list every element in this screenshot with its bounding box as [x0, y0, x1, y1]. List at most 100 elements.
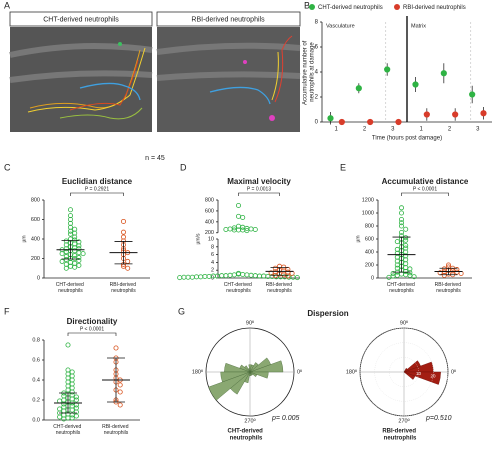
dot	[412, 81, 419, 88]
dot	[65, 383, 71, 389]
track	[274, 35, 293, 103]
radial-grid	[359, 327, 449, 417]
dot	[398, 205, 404, 211]
dot	[338, 118, 345, 126]
y-tick-label: 600	[205, 208, 214, 214]
dot	[440, 70, 447, 77]
rose-wedge	[244, 371, 251, 384]
dot	[480, 110, 487, 117]
group-label: RBI-derived neutrophils	[382, 428, 417, 441]
y-tick-label: 1000	[362, 210, 374, 216]
y-tick-label: 400	[205, 219, 214, 225]
rose-wedge	[249, 357, 271, 373]
angle-label: 90º	[400, 319, 408, 326]
dot	[398, 220, 404, 226]
dot	[244, 228, 250, 234]
dot	[403, 237, 409, 243]
y-tick-label: 0	[315, 120, 319, 126]
dot	[244, 272, 250, 278]
y-tick-label: 0.4	[32, 377, 40, 383]
dot	[390, 273, 396, 279]
y-tick-label: 800	[365, 223, 374, 229]
rose-wedge	[248, 364, 252, 373]
y-axis-label: µm	[355, 235, 361, 242]
dot	[386, 274, 392, 280]
chart-title: Maximal velocity	[227, 177, 291, 186]
dot	[355, 85, 362, 92]
x-tick-label: RBI-derived neutrophils	[435, 282, 463, 294]
dot	[469, 91, 476, 98]
dot	[65, 342, 71, 348]
dot	[235, 213, 241, 219]
dot	[294, 275, 300, 281]
rose-wedge	[403, 371, 441, 385]
legend-label: RBI-derived neutrophils	[403, 5, 466, 11]
dot	[189, 274, 195, 280]
dot	[214, 273, 220, 279]
y-tick-label: 8	[211, 244, 214, 250]
dot	[193, 274, 199, 280]
significance-bracket	[70, 192, 124, 196]
radial-tick-label: 30	[445, 375, 451, 380]
panel-label: G	[178, 306, 185, 316]
dot	[68, 231, 74, 237]
dot	[68, 228, 74, 234]
dot	[61, 404, 67, 410]
dot	[177, 275, 183, 281]
y-tick-label: 400	[365, 249, 374, 255]
dot	[76, 257, 82, 263]
y-tick-label: 400	[31, 236, 40, 242]
dot	[227, 226, 233, 232]
significance-bracket	[401, 192, 449, 196]
dot	[445, 262, 451, 268]
dot	[73, 394, 79, 400]
p-value: p=0.510	[425, 415, 452, 422]
dot	[202, 273, 208, 279]
dot	[235, 202, 241, 208]
significance-bracket	[67, 332, 117, 336]
panel-label: A	[4, 0, 10, 10]
dot	[61, 393, 67, 399]
radial-tick-label: 20	[431, 373, 437, 378]
y-tick-label: 600	[365, 236, 374, 242]
angle-label: 180º	[192, 368, 203, 375]
radial-grid	[389, 357, 419, 387]
dot	[219, 273, 225, 279]
track	[79, 82, 141, 101]
dot	[69, 385, 75, 391]
dot	[65, 375, 71, 381]
x-tick-label: CHT-derived neutrophils	[53, 424, 82, 436]
dot	[61, 401, 67, 407]
x-tick-label: 3	[391, 127, 395, 133]
dot	[69, 392, 75, 398]
y-tick-label: 200	[205, 230, 214, 236]
dot	[261, 273, 267, 279]
radial-grid	[374, 342, 434, 402]
chart-title: Dispersion	[307, 309, 348, 318]
dot	[73, 413, 79, 419]
group-label: CHT-derived neutrophils	[227, 428, 264, 441]
x-tick-label: 1	[334, 127, 338, 133]
x-tick-label: 2	[363, 127, 367, 133]
dot	[240, 271, 246, 277]
dot	[231, 227, 237, 233]
legend-marker	[309, 4, 315, 10]
rose-wedge	[230, 371, 251, 395]
dot	[384, 66, 391, 73]
y-tick-label: 4	[211, 260, 214, 266]
chart-title: Euclidian distance	[62, 177, 133, 186]
x-tick-label: 3	[476, 127, 480, 133]
angle-label: 90º	[246, 319, 254, 326]
dot	[423, 111, 430, 118]
dot	[390, 270, 396, 276]
dot	[59, 258, 65, 264]
microscopy-image	[157, 27, 300, 132]
y-tick-label: 0.0	[32, 417, 40, 423]
y-tick-label: 600	[31, 217, 40, 223]
dot	[252, 273, 258, 279]
dot	[72, 234, 78, 240]
dot	[185, 274, 191, 280]
legend-marker	[394, 4, 400, 10]
angle-label: 0º	[451, 368, 456, 375]
